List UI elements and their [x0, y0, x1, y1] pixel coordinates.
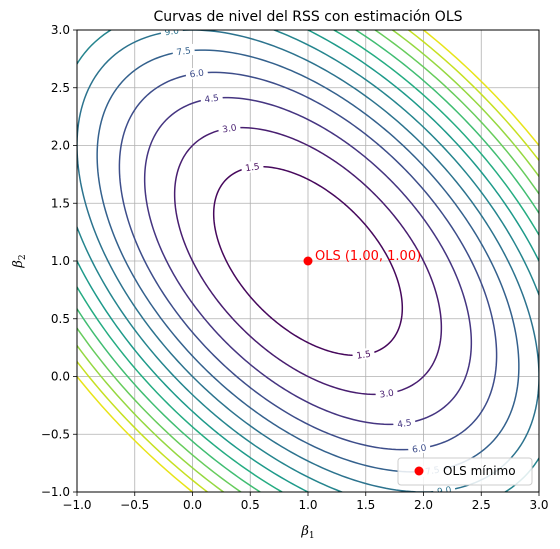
contour-line-10.5 — [77, 30, 539, 492]
contour-label-group: 3.0 — [217, 120, 241, 136]
contour-label-group: 9.0 — [432, 483, 456, 498]
contour-label-bg — [159, 30, 184, 38]
chart-title: Curvas de nivel del RSS con estimación O… — [153, 9, 462, 25]
legend: OLS mínimo — [397, 457, 533, 486]
ols-point-group: OLS (1.00, 1.00) — [303, 249, 421, 266]
contour-label-6.0-0: 6.0 — [412, 443, 428, 455]
y-tick-label: 0.0 — [51, 370, 70, 384]
x-tick-label: 1.5 — [356, 498, 375, 512]
y-tick-label: 1.5 — [51, 196, 70, 210]
x-axis-ticks: −1.0 −0.5 0.0 0.5 1.0 1.5 2.0 2.5 3.0 — [62, 492, 549, 512]
contour-label-bg — [351, 347, 376, 362]
contour-label-group: 9.0 — [159, 26, 184, 38]
y-tick-label: 1.0 — [51, 254, 70, 268]
x-axis-label-sub: 1 — [309, 531, 315, 541]
ols-annotation: OLS (1.00, 1.00) — [315, 249, 421, 264]
y-axis-label: β2 — [11, 254, 28, 268]
contour-label-9.0-0: 9.0 — [437, 486, 453, 498]
y-tick-label: −1.0 — [41, 485, 70, 499]
contour-line-15.0 — [77, 30, 539, 492]
legend-box — [397, 457, 533, 486]
contour-label-group: 4.5 — [199, 91, 224, 106]
contour-label-4.5-0: 4.5 — [397, 418, 413, 430]
x-tick-label: 0.5 — [241, 498, 260, 512]
x-tick-label: 2.0 — [414, 498, 433, 512]
contour-label-bg — [217, 120, 241, 136]
y-axis-label-sub: 2 — [18, 254, 28, 260]
x-tick-label: −0.5 — [120, 498, 149, 512]
y-axis-ticks: −1.0 −0.5 0.0 0.5 1.0 1.5 2.0 2.5 3.0 — [41, 23, 77, 499]
contour-label-1.5-0: 1.5 — [356, 350, 372, 362]
contour-label-group: 1.5 — [351, 347, 376, 362]
contour-label-group: 3.0 — [374, 386, 399, 401]
x-axis-label-main: β — [300, 524, 309, 539]
contour-label-1.5-1: 1.5 — [245, 162, 261, 174]
contour-label-bg — [392, 415, 416, 431]
contour-label-3.0-0: 3.0 — [379, 389, 395, 401]
ols-point — [303, 256, 313, 266]
contour-label-bg — [171, 43, 196, 58]
contour-line-13.5 — [77, 30, 539, 492]
contour-label-9.0-1: 9.0 — [164, 26, 180, 38]
x-tick-label: 2.5 — [472, 498, 491, 512]
contour-label-bg — [432, 483, 456, 492]
y-tick-label: 0.5 — [51, 312, 70, 326]
contour-label-bg — [374, 386, 399, 401]
contour-label-group: 6.0 — [407, 440, 431, 456]
x-tick-label: −1.0 — [62, 498, 91, 512]
y-tick-label: 3.0 — [51, 23, 70, 37]
legend-marker — [414, 466, 424, 476]
contour-label-group: 6.0 — [184, 65, 209, 81]
contour-label-4.5-1: 4.5 — [204, 94, 220, 106]
contour-label-bg — [240, 159, 265, 174]
contour-label-7.5-1: 7.5 — [176, 46, 192, 58]
contour-label-group: 1.5 — [240, 159, 265, 174]
contour-label-bg — [199, 91, 224, 106]
legend-label: OLS mínimo — [443, 464, 516, 478]
x-tick-label: 3.0 — [529, 498, 548, 512]
y-tick-label: −0.5 — [41, 427, 70, 441]
contour-line-12.0 — [77, 30, 539, 492]
contour-label-6.0-1: 6.0 — [189, 68, 205, 80]
contour-label-bg — [407, 440, 431, 456]
contour-label-group: 7.5 — [171, 43, 196, 58]
x-tick-label: 0.0 — [183, 498, 202, 512]
y-tick-label: 2.5 — [51, 81, 70, 95]
x-axis-label: β1 — [300, 524, 314, 541]
x-tick-label: 1.0 — [298, 498, 317, 512]
y-tick-label: 2.0 — [51, 139, 70, 153]
y-axis-label-main: β — [11, 260, 26, 269]
contour-label-3.0-1: 3.0 — [222, 123, 238, 135]
contour-label-group: 4.5 — [392, 415, 416, 431]
contour-label-bg — [184, 65, 209, 81]
